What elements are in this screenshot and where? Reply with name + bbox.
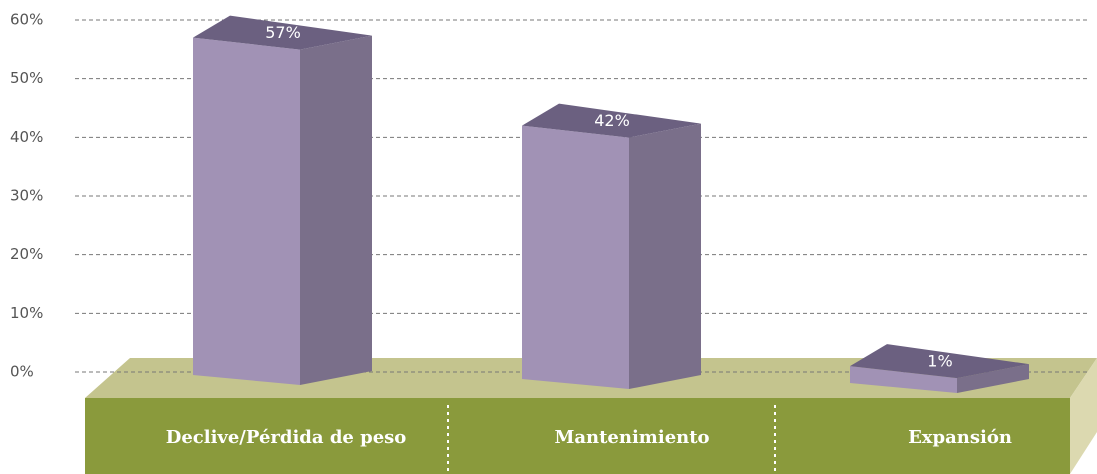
- bar-side: [629, 123, 701, 389]
- bar-side: [300, 35, 372, 385]
- category-label: Expansión: [908, 427, 1012, 448]
- bar-top: [522, 103, 701, 138]
- y-tick-label: 30%: [10, 187, 43, 205]
- y-tick-label: 60%: [10, 11, 43, 29]
- category-label: Declive/Pérdida de peso: [166, 427, 407, 448]
- bar-top: [850, 344, 1029, 379]
- value-label: 57%: [265, 23, 301, 42]
- bar-top: [193, 15, 372, 50]
- y-tick-label: 50%: [10, 69, 43, 87]
- bar-front: [193, 37, 300, 385]
- bar-front: [522, 125, 629, 389]
- value-label: 42%: [594, 111, 630, 130]
- value-label: 1%: [927, 352, 952, 371]
- bar-front: [850, 366, 957, 393]
- y-tick-label: 10%: [10, 304, 43, 322]
- y-tick-label: 0%: [10, 363, 34, 381]
- category-label: Mantenimiento: [554, 427, 709, 448]
- floor-side: [1070, 358, 1097, 474]
- y-tick-label: 40%: [10, 128, 43, 146]
- bar-side: [957, 364, 1029, 393]
- y-tick-label: 20%: [10, 245, 43, 263]
- floor-front: [85, 398, 1070, 474]
